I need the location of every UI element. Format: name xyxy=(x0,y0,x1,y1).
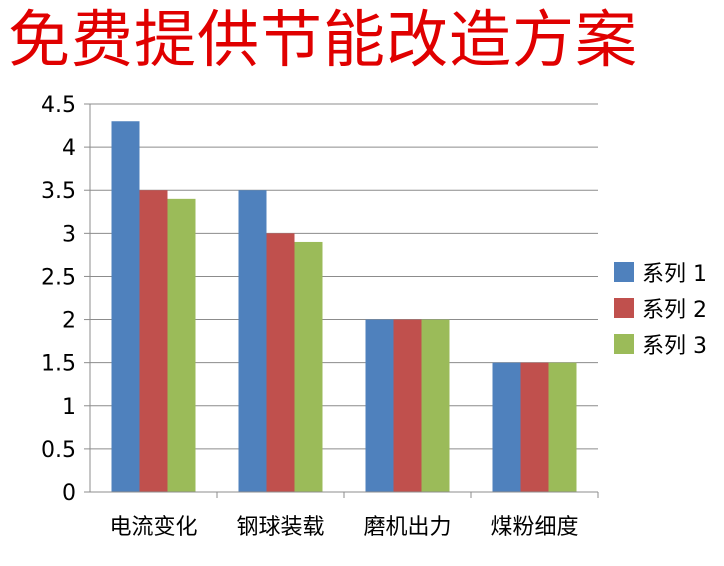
bar xyxy=(167,198,196,492)
x-tick-label: 电流变化 xyxy=(109,515,197,540)
legend-swatch xyxy=(614,334,634,354)
bars xyxy=(111,121,577,493)
bar xyxy=(365,319,394,492)
y-tick-label: 4 xyxy=(62,136,76,161)
bar xyxy=(139,190,168,492)
y-tick-label: 0.5 xyxy=(41,438,76,463)
legend: 系列 1 系列 2 系列 3 xyxy=(614,254,722,362)
y-tick-label: 3 xyxy=(62,222,76,247)
axes xyxy=(89,104,599,498)
chart-title: 免费提供节能改造方案 xyxy=(8,3,639,76)
legend-label: 系列 1 xyxy=(642,262,707,287)
bar xyxy=(548,362,577,492)
y-tick-label: 2 xyxy=(62,309,76,334)
bar xyxy=(294,241,323,492)
bar xyxy=(393,319,422,492)
y-tick-label: 3.5 xyxy=(41,179,76,204)
x-tick-label: 磨机出力 xyxy=(363,515,451,540)
y-tick-label: 1 xyxy=(62,395,76,420)
x-tick-label: 钢球装载 xyxy=(236,515,324,540)
legend-label: 系列 2 xyxy=(642,298,707,323)
legend-item: 系列 3 xyxy=(614,326,722,362)
y-tick-label: 1.5 xyxy=(41,352,76,377)
y-tick-label: 4.5 xyxy=(41,93,76,118)
y-tick-label: 0 xyxy=(62,481,76,506)
legend-item: 系列 2 xyxy=(614,290,722,326)
bar xyxy=(266,233,295,493)
bar xyxy=(111,121,140,492)
bar xyxy=(492,362,521,492)
legend-label: 系列 3 xyxy=(642,334,707,359)
y-tick-labels: 0 0.5 1 1.5 2 2.5 3 3.5 4 4.5 xyxy=(41,93,76,506)
bar xyxy=(421,319,450,492)
y-tick-label: 2.5 xyxy=(41,265,76,290)
legend-item: 系列 1 xyxy=(614,254,722,290)
x-tick-labels: 电流变化 钢球装载 磨机出力 煤粉细度 xyxy=(109,515,578,540)
x-tick-label: 煤粉细度 xyxy=(490,515,578,540)
legend-swatch xyxy=(614,298,634,318)
bar xyxy=(520,362,549,492)
legend-swatch xyxy=(614,262,634,282)
bar xyxy=(238,190,267,492)
